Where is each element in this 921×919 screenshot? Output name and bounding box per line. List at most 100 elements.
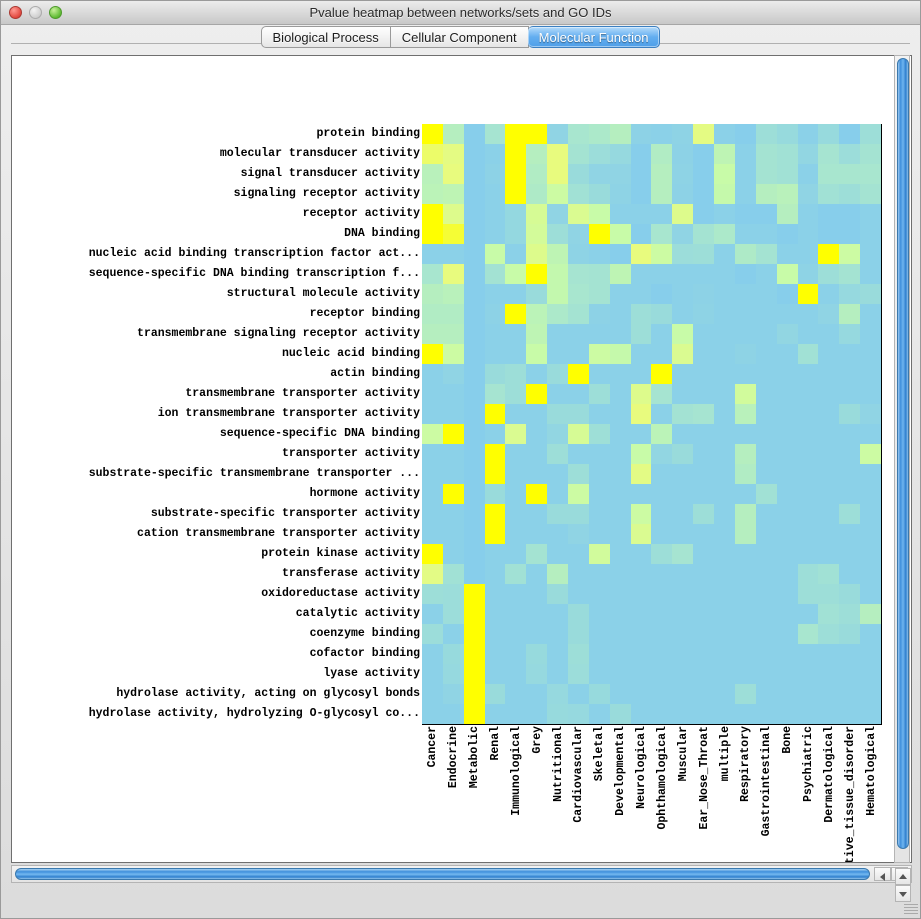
row-label: nucleic acid binding xyxy=(281,347,420,360)
heatmap-cell xyxy=(797,384,819,404)
heatmap-cell xyxy=(609,704,631,724)
heatmap-cell xyxy=(568,564,589,584)
heatmap-cell xyxy=(505,224,527,244)
heatmap-cell xyxy=(526,524,548,544)
heatmap-cell xyxy=(776,524,798,544)
tab-molecular-function[interactable]: Molecular Function xyxy=(527,26,661,48)
heatmap-cell xyxy=(422,544,443,564)
heatmap-cell xyxy=(568,184,589,204)
heatmap-cell xyxy=(442,384,464,404)
horizontal-scrollbar[interactable] xyxy=(11,865,912,883)
column-label: Cancer xyxy=(426,726,439,768)
heatmap-cell xyxy=(505,284,527,304)
heatmap-cell xyxy=(672,164,694,184)
heatmap-cell xyxy=(818,384,840,404)
heatmap-cell xyxy=(463,244,485,264)
column-label: Grey xyxy=(531,726,544,754)
heatmap-cell xyxy=(839,324,861,344)
heatmap-cell xyxy=(463,644,485,664)
heatmap-cell xyxy=(672,584,694,604)
heatmap-cell xyxy=(797,424,819,444)
heatmap-cell xyxy=(547,304,569,324)
heatmap-cell xyxy=(734,284,756,304)
heatmap-cell xyxy=(797,304,819,324)
heatmap-cell xyxy=(839,704,861,724)
heatmap-cell xyxy=(734,204,756,224)
heatmap-canvas: protein binding molecular transducer acti… xyxy=(12,56,911,862)
heatmap-cell xyxy=(755,424,777,444)
heatmap-cell xyxy=(755,444,777,464)
heatmap-cell xyxy=(630,404,652,424)
vertical-scrollbar[interactable] xyxy=(894,55,911,902)
heatmap-cell xyxy=(588,464,610,484)
heatmap-cell xyxy=(651,564,673,584)
heatmap-cell xyxy=(442,324,464,344)
heatmap-cell xyxy=(609,404,631,424)
heatmap-cell xyxy=(651,504,673,524)
heatmap-cell xyxy=(505,524,527,544)
column-label: Developmental xyxy=(614,726,627,816)
heatmap-cell xyxy=(442,544,464,564)
horizontal-scrollbar-thumb[interactable] xyxy=(15,868,870,880)
heatmap-cell xyxy=(755,144,777,164)
tab-biological-process[interactable]: Biological Process xyxy=(260,26,391,48)
scroll-down-button[interactable] xyxy=(895,885,911,902)
heatmap-cell xyxy=(818,324,840,344)
heatmap-cell xyxy=(672,404,694,424)
heatmap-cell xyxy=(755,264,777,284)
heatmap-cell xyxy=(818,544,840,564)
heatmap-cell xyxy=(609,424,631,444)
heatmap-cell xyxy=(422,304,443,324)
heatmap-cell xyxy=(755,164,777,184)
heatmap-cell xyxy=(755,604,777,624)
tab-cellular-component[interactable]: Cellular Component xyxy=(390,26,529,48)
minimize-button[interactable] xyxy=(29,6,42,19)
heatmap-cell xyxy=(651,264,673,284)
heatmap-cell xyxy=(651,324,673,344)
heatmap-cell xyxy=(651,284,673,304)
maximize-button[interactable] xyxy=(49,6,62,19)
heatmap-cell xyxy=(755,624,777,644)
heatmap-cell xyxy=(422,584,443,604)
vertical-scrollbar-thumb[interactable] xyxy=(897,58,909,849)
heatmap-cell xyxy=(839,464,861,484)
heatmap-cell xyxy=(860,384,881,404)
heatmap-cell xyxy=(797,524,819,544)
heatmap-cell xyxy=(734,404,756,424)
heatmap-cell xyxy=(630,644,652,664)
heatmap-cell xyxy=(672,244,694,264)
scroll-left-button[interactable] xyxy=(874,867,891,881)
heatmap-cell xyxy=(672,384,694,404)
heatmap-cell xyxy=(860,484,881,504)
resize-grip[interactable] xyxy=(904,902,918,916)
heatmap-cell xyxy=(818,184,840,204)
heatmap-cell xyxy=(693,624,715,644)
heatmap-cell xyxy=(860,284,881,304)
heatmap-cell xyxy=(693,644,715,664)
heatmap-cell xyxy=(651,384,673,404)
heatmap-cell xyxy=(505,464,527,484)
heatmap-cell xyxy=(463,304,485,324)
heatmap-cell xyxy=(755,284,777,304)
heatmap-cell xyxy=(860,524,881,544)
scroll-up-button[interactable] xyxy=(895,868,911,885)
heatmap-cell xyxy=(588,504,610,524)
heatmap-cell xyxy=(568,484,589,504)
heatmap xyxy=(422,124,882,725)
heatmap-cell xyxy=(714,684,735,704)
row-label: DNA binding xyxy=(344,227,420,240)
heatmap-cell xyxy=(484,424,506,444)
heatmap-cell xyxy=(818,164,840,184)
heatmap-cell xyxy=(588,424,610,444)
heatmap-cell xyxy=(588,364,610,384)
heatmap-cell xyxy=(442,344,464,364)
heatmap-cell xyxy=(422,664,443,684)
heatmap-cell xyxy=(651,684,673,704)
triangle-left-icon xyxy=(880,873,885,881)
heatmap-cell xyxy=(818,684,840,704)
heatmap-cell xyxy=(651,204,673,224)
heatmap-cell xyxy=(609,244,631,264)
heatmap-cell xyxy=(547,364,569,384)
heatmap-cell xyxy=(547,624,569,644)
close-button[interactable] xyxy=(9,6,22,19)
